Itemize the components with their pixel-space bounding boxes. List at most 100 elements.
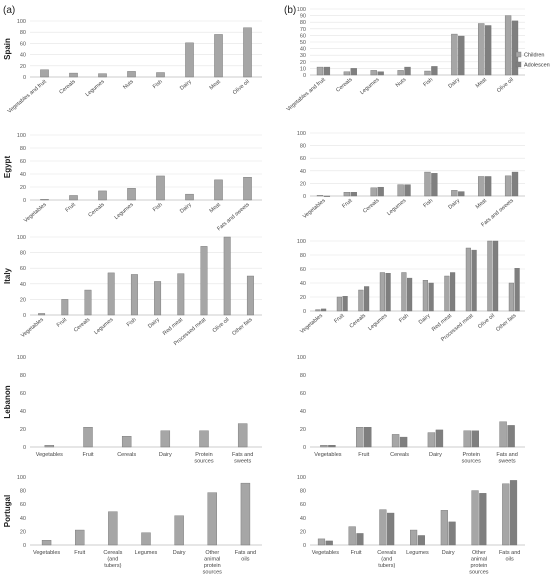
bar-legumes-children — [379, 272, 385, 312]
y-tick-label: 50 — [300, 40, 306, 46]
x-tick-label-line: tubers) — [104, 563, 121, 569]
y-tick-label: 40 — [20, 516, 26, 522]
bar-fruit-adolescents — [356, 533, 364, 546]
bar-other-animal-protein-sources-adolescents — [479, 493, 487, 546]
bar-legumes-adolescents — [417, 535, 425, 546]
y-tick-label: 20 — [300, 60, 306, 66]
x-tick-label-vegetables: Vegetables — [314, 452, 341, 458]
x-tick-label-dairy: Dairy — [159, 452, 172, 458]
y-tick-label: 80 — [300, 144, 306, 150]
x-tick-label-line: animal — [204, 557, 220, 563]
x-tick-label-legumes: Legumes — [359, 77, 380, 96]
country-label-italy: Italy — [3, 267, 12, 284]
x-tick-label-legumes: Legumes — [135, 550, 158, 556]
bar-processed-meat-adolescents — [471, 249, 477, 312]
bar-dairy — [185, 42, 194, 78]
bar-protein-sources-children — [463, 430, 471, 448]
bar-cereals-adolescents — [364, 286, 370, 312]
bar-fruit — [75, 529, 85, 546]
x-tick-label-meat: Meat — [475, 77, 489, 90]
charts-group: Spain Egypt Italy Lebanon Portugal 0 20 40 60 80 1… — [3, 7, 550, 576]
bar-meat-children — [478, 176, 485, 197]
y-tick-label: 60 — [20, 266, 26, 272]
bar-protein-sources-adolescents — [471, 430, 479, 448]
x-tick-label-line: Cereals — [390, 452, 409, 458]
x-tick-label-line: tubers) — [378, 563, 395, 569]
x-tick-label-line: Dairy — [173, 550, 186, 556]
bar-vegetables-adolescents — [321, 308, 327, 312]
y-tick-label: 10 — [300, 66, 306, 72]
bar-fats-and-sweets — [243, 177, 252, 201]
bar-meat-adolescents — [484, 176, 492, 197]
x-tick-label-cereals-and-tubers: Cereals (and tubers) — [377, 550, 396, 569]
y-tick-label: 80 — [300, 489, 306, 495]
bar-legumes-children — [370, 70, 377, 76]
x-tick-label-line: sources — [469, 570, 489, 576]
y-tick-label: 0 — [23, 313, 26, 319]
country-label-egypt: Egypt — [3, 156, 12, 179]
bar-fats-and-oils-adolescents — [509, 480, 518, 546]
bar-dairy-children — [422, 280, 428, 312]
bar-vegetables-and-fruit-children — [316, 66, 324, 76]
y-tick-label: 100 — [17, 133, 26, 139]
x-tick-label-fish: Fish — [422, 77, 434, 88]
x-tick-label-line: Fats and — [496, 452, 517, 458]
bar-dairy-adolescents — [458, 191, 465, 197]
country-label-portugal: Portugal — [3, 495, 12, 527]
y-tick-label: 0 — [303, 309, 306, 315]
bar-fruit — [83, 427, 93, 448]
y-tick-label: 0 — [23, 75, 26, 81]
x-tick-label-fruit: Fruit — [74, 550, 85, 556]
x-tick-label-line: Vegetables — [36, 452, 63, 458]
x-tick-label-meat: Meat — [475, 198, 489, 211]
x-tick-label-line: Fats and — [499, 550, 520, 556]
x-tick-label-fruit: Fruit — [333, 313, 346, 325]
x-tick-label-line: sweets — [499, 459, 516, 465]
y-tick-label: 60 — [300, 33, 306, 39]
x-tick-label-line: Protein — [195, 452, 212, 458]
bar-processed-meat — [200, 246, 208, 316]
x-tick-label-vegetables-and-fruit: Vegetables and fruit — [286, 77, 327, 113]
bar-vegetables-children — [317, 538, 326, 546]
y-tick-label: 40 — [20, 282, 26, 288]
x-tick-label-nuts: Nuts — [122, 79, 135, 91]
bar-processed-meat-children — [465, 247, 471, 312]
y-tick-label: 90 — [300, 14, 306, 20]
x-tick-label-legumes: Legumes — [93, 317, 114, 336]
x-tick-label-line: sources — [462, 459, 482, 465]
bar-vegetables-adolescents — [325, 540, 333, 546]
panel-label-b: (b) — [284, 5, 296, 16]
x-tick-label-line: Cereals — [377, 550, 396, 556]
bar-legumes — [98, 73, 107, 78]
x-tick-label-line: Dairy — [159, 452, 172, 458]
x-tick-label-other-fats: Other fats — [231, 317, 254, 337]
bar-cereals-children — [343, 71, 351, 76]
y-tick-label: 100 — [17, 19, 26, 25]
x-tick-label-vegetables-and-fruit: Vegetables and fruit — [7, 79, 48, 115]
x-tick-label-fats-and-sweets: Fats and sweets — [496, 452, 517, 465]
y-tick-label: 100 — [297, 239, 306, 245]
x-tick-label-vegetables: Vegetables — [36, 452, 63, 458]
x-tick-label-protein-sources: Protein sources — [194, 452, 214, 465]
x-tick-label-line: Fats and — [232, 452, 253, 458]
x-tick-label-line: Cereals — [103, 550, 122, 556]
bar-cereals-adolescents — [377, 186, 384, 197]
x-tick-label-dairy: Dairy — [442, 550, 455, 556]
chart-portugal-b: 0 20 40 60 80 100 Vegetables Fruit Cereals (and tu… — [297, 475, 525, 576]
x-tick-label-other-fats: Other fats — [495, 313, 518, 333]
y-tick-label: 20 — [300, 427, 306, 433]
bar-legumes — [141, 532, 151, 546]
y-tick-label: 100 — [297, 475, 306, 481]
x-tick-label-olive-oil: Olive oil — [477, 313, 496, 330]
x-tick-label-dairy: Dairy — [429, 452, 442, 458]
y-tick-label: 0 — [303, 194, 306, 200]
y-tick-label: 20 — [20, 64, 26, 70]
bar-vegetables — [44, 445, 55, 448]
bar-nuts-children — [397, 70, 404, 76]
y-tick-label: 80 — [20, 30, 26, 36]
y-tick-label: 40 — [300, 516, 306, 522]
y-tick-label: 20 — [300, 295, 306, 301]
bar-red-meat-children — [444, 275, 450, 312]
chart-egypt-a: 0 20 40 60 80 100 Vegetables Fruit Cereals Legume… — [17, 133, 262, 232]
x-tick-label-line: Vegetables — [314, 452, 341, 458]
